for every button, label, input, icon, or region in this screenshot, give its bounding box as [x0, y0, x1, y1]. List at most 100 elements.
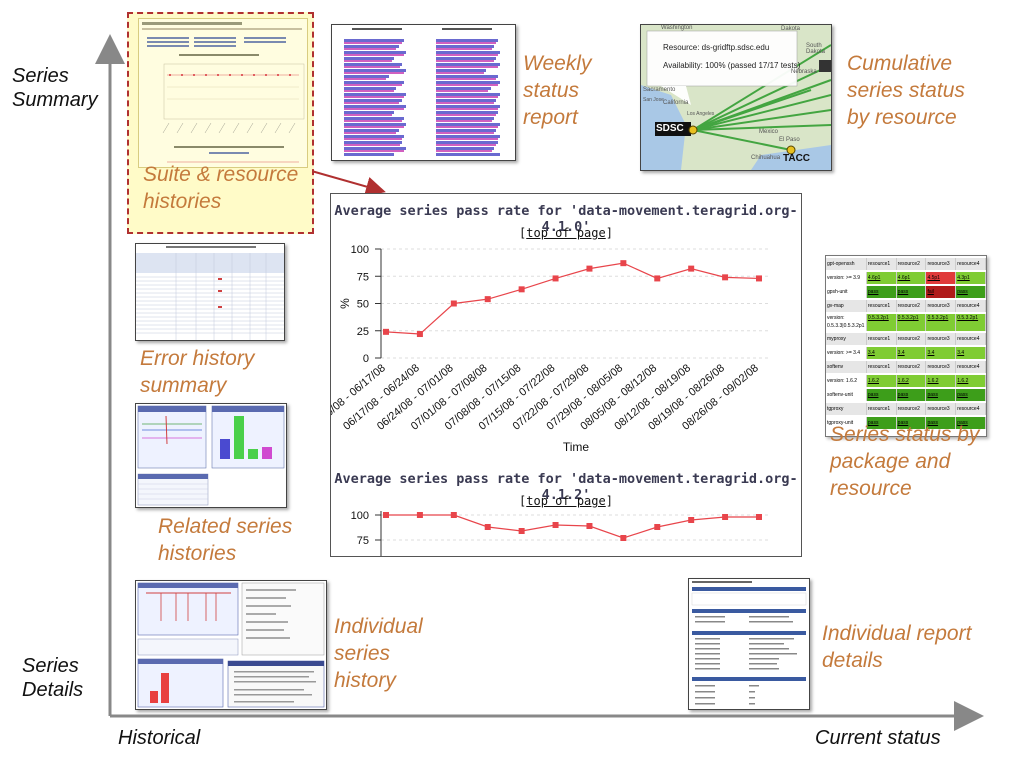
package-table-cell: 3.4 — [866, 347, 897, 359]
map-place-dakota: Dakota — [781, 26, 801, 32]
package-table-cell: resource1 — [867, 333, 897, 345]
map-graphic — [641, 25, 831, 170]
chart1-ytick-label: 25 — [357, 326, 369, 338]
main-chart-panel[interactable]: Average series pass rate for 'data-movem… — [330, 193, 802, 557]
map-place-los-angeles: Los Angeles — [687, 111, 715, 117]
caption-package-resource: Series status by package and resource — [830, 423, 980, 500]
individual-history-thumbnail[interactable] — [135, 580, 327, 710]
map-place-nebraska: Nebraska — [791, 69, 817, 75]
chart1-point — [688, 265, 695, 272]
package-table-cell: resource3 — [926, 258, 957, 270]
package-table-row: softenv resource1 resource2 resource3 resour… — [826, 361, 987, 373]
caption-cumulative: Cumulative series status by resource — [847, 52, 965, 129]
chart2-point — [484, 524, 491, 530]
highlight-arrow — [307, 169, 386, 197]
chart2-point — [450, 512, 457, 518]
package-table-cell: gv-map — [826, 300, 867, 312]
package-table-cell: 3.4 — [956, 347, 987, 359]
y-axis-top-label: Series Summary — [12, 65, 98, 111]
chart2-point — [416, 512, 423, 518]
package-table-cell: 4.6p1 — [866, 272, 897, 284]
package-table-cell: version: >= 3.4 — [826, 347, 867, 359]
y-axis-bottom-label: Series Details — [22, 655, 84, 701]
chart2-top-link-text[interactable]: top of page — [526, 494, 606, 508]
map-availability-label: Availability: 100% (passed 17/17 tests) — [663, 61, 801, 70]
package-table-cell: pass — [956, 417, 987, 429]
package-table-cell: 0.5.3.2p1 — [956, 314, 987, 331]
suite-resource-highlight[interactable]: Suite & resource histories — [127, 12, 314, 234]
caption-individual-history: Individual series history — [334, 615, 423, 692]
package-table-cell: 4.6p1 — [896, 272, 927, 284]
package-table-row: tgproxy-unit pass pass pass pass — [826, 417, 987, 429]
package-table-cell: pass — [926, 417, 957, 429]
chart1-xlabel: Time — [563, 440, 590, 454]
package-table-row: myproxy resource1 resource2 resource3 resour… — [826, 333, 987, 345]
package-table-cell: version: 0.5.3.3|0.5.3.2p1 — [826, 314, 867, 331]
cumulative-map-thumbnail[interactable]: Resource: ds-gridftp.sdsc.edu Availabili… — [640, 24, 832, 171]
chart2-top-link-close: ] — [605, 494, 613, 508]
chart1-ytick-label: 50 — [357, 299, 369, 311]
package-table-cell: resource4 — [956, 300, 987, 312]
package-table-cell: resource3 — [926, 333, 957, 345]
chart1-point — [484, 296, 491, 303]
package-table-cell: resource4 — [956, 258, 987, 270]
package-table-cell: 1.6.2 — [926, 375, 957, 387]
chart2-point — [620, 535, 627, 541]
package-table-row: version: 1.6.2 1.6.2 1.6.2 1.6.2 1.6.2 — [826, 375, 987, 387]
caption-weekly: Weekly status report — [523, 52, 592, 129]
map-place-el-paso: El Paso — [779, 137, 800, 143]
chart2-series-line — [386, 514, 759, 539]
package-table-cell: 3.4 — [926, 347, 957, 359]
chart1-point — [722, 274, 729, 281]
chart1-top-link-close: ] — [605, 226, 613, 240]
package-table-cell: resource2 — [897, 258, 927, 270]
package-table-cell: version: 1.6.2 — [826, 375, 867, 387]
map-place-chihuahua: Chihuahua — [751, 155, 781, 161]
map-sdsc-label: SDSC — [656, 123, 684, 134]
map-tacc-label: TACC — [783, 153, 811, 164]
chart1-ylabel: % — [338, 298, 352, 309]
chart1-top-link-open: [ — [519, 226, 527, 240]
package-table-cell: pass — [926, 389, 957, 401]
related-series-thumbnail[interactable] — [135, 403, 287, 508]
package-table-cell: resource2 — [897, 403, 927, 415]
package-table-cell: 4.5p1 — [926, 272, 957, 284]
package-table-cell: 0.5.3.2p1 — [926, 314, 957, 331]
package-table-cell: pass — [866, 417, 897, 429]
package-table-cell: softenv — [826, 361, 867, 373]
package-table-cell: resource2 — [897, 300, 927, 312]
caption-related: Related series histories — [158, 515, 293, 565]
weekly-report-thumbnail[interactable] — [331, 24, 516, 161]
error-history-thumbnail[interactable] — [135, 243, 285, 341]
package-table-row: gpt-openssh resource1 resource2 resource3 re… — [826, 258, 987, 270]
x-axis-left-label: Historical — [118, 727, 201, 749]
chart2-top-link[interactable]: [top of page] — [331, 494, 801, 508]
package-table-cell: 1.6.2 — [956, 375, 987, 387]
chart1-top-link-text[interactable]: top of page — [526, 226, 606, 240]
package-status-table[interactable]: gpt-openssh resource1 resource2 resource3 re… — [825, 255, 987, 437]
package-table-cell: resource1 — [867, 258, 897, 270]
package-table-cell: resource3 — [926, 361, 957, 373]
package-table-row: version: >= 3.4 3.4 3.4 3.4 3.4 — [826, 347, 987, 359]
package-table-cell: resource2 — [897, 333, 927, 345]
package-table-cell: resource3 — [926, 300, 957, 312]
package-table-row: version: >= 3.9 4.6p1 4.6p1 4.5p1 4.3p1 — [826, 272, 987, 284]
package-table-cell: resource4 — [956, 333, 987, 345]
chart1-point — [416, 331, 423, 338]
related-series-charts — [137, 405, 285, 506]
chart2-point — [688, 517, 695, 523]
chart1-point — [756, 275, 762, 282]
package-table-row: gpsh-unit pass pass fail pass — [826, 286, 987, 298]
chart1-point — [450, 300, 457, 307]
package-table-cell: version: >= 3.9 — [826, 272, 867, 284]
chart1-ytick-label: 0 — [363, 353, 369, 365]
chart1-top-link[interactable]: [top of page] — [331, 226, 801, 240]
chart2-point — [722, 514, 729, 520]
chart2-point — [518, 528, 525, 534]
package-table-cell: pass — [896, 389, 927, 401]
package-table-cell: resource1 — [867, 361, 897, 373]
individual-report-thumbnail[interactable] — [688, 578, 810, 710]
chart1-ytick-label: 75 — [357, 271, 369, 283]
suite-history-mini-chart — [142, 22, 305, 163]
package-table-row: gv-map resource1 resource2 resource3 resourc… — [826, 300, 987, 312]
